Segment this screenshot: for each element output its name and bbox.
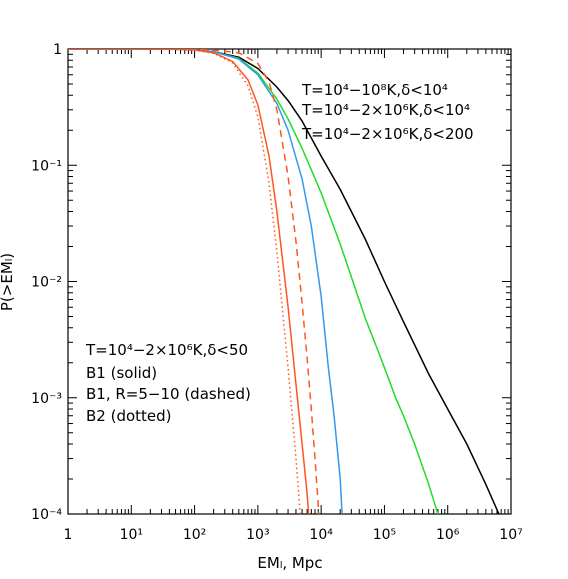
y-tick-label: 10⁻³ bbox=[31, 391, 62, 407]
x-tick-label: 10⁶ bbox=[436, 527, 460, 543]
curves bbox=[68, 49, 500, 514]
series-line-2 bbox=[68, 49, 343, 514]
legend-bottom-left: T=10⁴−2×10⁶K,δ<50 B1 (solid) B1, R=5−10 … bbox=[85, 341, 251, 425]
x-tick-label: 10³ bbox=[246, 527, 269, 543]
x-tick-label: 10¹ bbox=[120, 527, 143, 543]
x-tick-label: 1 bbox=[64, 527, 73, 543]
y-tick-label: 10⁻⁴ bbox=[31, 507, 62, 523]
x-tick-label: 10⁵ bbox=[373, 527, 396, 543]
series-line-5 bbox=[68, 49, 301, 514]
y-axis-label: P(>EMₗ) bbox=[0, 253, 16, 311]
legend-entry-b1-dashed: B1, R=5−10 (dashed) bbox=[86, 385, 251, 403]
series-line-3 bbox=[68, 49, 310, 514]
y-tick-label: 10⁻² bbox=[31, 275, 62, 291]
legend-entry-black: T=10⁴−10⁸K,δ<10⁴ bbox=[301, 81, 448, 99]
legend-entry-b1-solid: B1 (solid) bbox=[86, 364, 157, 382]
legend-entry-blue: T=10⁴−2×10⁶K,δ<200 bbox=[301, 125, 474, 143]
series-line-4 bbox=[68, 49, 320, 514]
y-tick-label: 10⁻¹ bbox=[31, 158, 62, 174]
legend-entry-green: T=10⁴−2×10⁶K,δ<10⁴ bbox=[301, 101, 470, 119]
legend-top-right: T=10⁴−10⁸K,δ<10⁴ T=10⁴−2×10⁶K,δ<10⁴ T=10… bbox=[301, 81, 474, 143]
x-axis-label: EMₗ, Mpc bbox=[257, 554, 322, 572]
y-tick-label: 1 bbox=[53, 42, 62, 58]
legend-entry-orange: T=10⁴−2×10⁶K,δ<50 bbox=[85, 341, 248, 359]
tick-labels: 1 10¹ 10² 10³ 10⁴ 10⁵ 10⁶ 10⁷ 10⁻⁴ 10⁻³ 10⁻² 10⁻¹ 1 bbox=[31, 42, 523, 543]
legend-entry-b2-dotted: B2 (dotted) bbox=[86, 407, 172, 425]
axis-ticks bbox=[67, 48, 512, 515]
x-tick-label: 10⁷ bbox=[499, 527, 522, 543]
x-tick-label: 10² bbox=[183, 527, 206, 543]
x-tick-label: 10⁴ bbox=[309, 527, 333, 543]
